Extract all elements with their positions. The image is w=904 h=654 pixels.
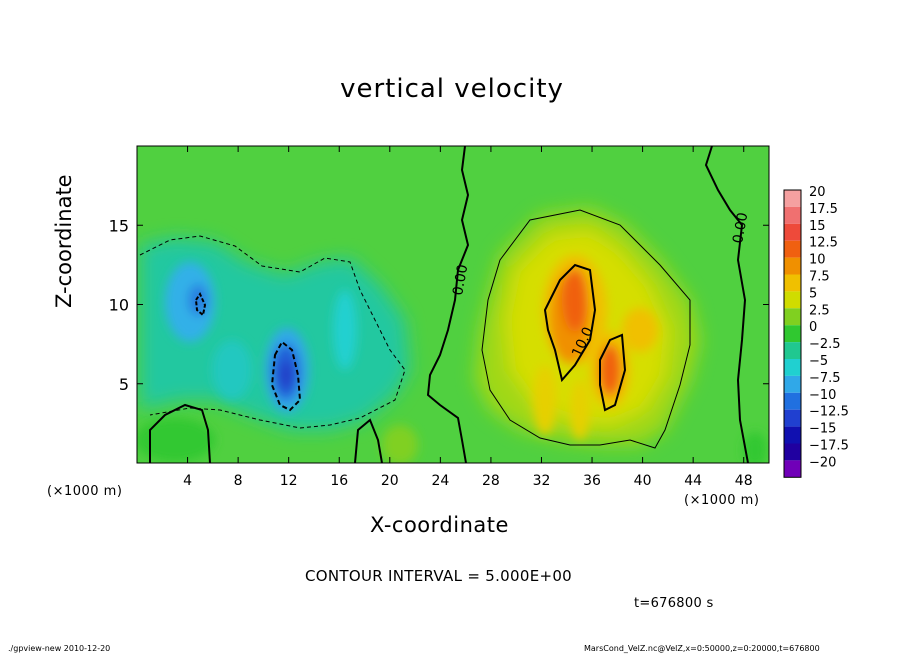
colorbar-swatch [784, 460, 801, 478]
colorbar-label: −17.5 [809, 439, 849, 454]
x-axis: 4 8 12 16 20 24 28 32 36 40 44 48 [183, 146, 753, 489]
colorbar-label: 20 [809, 185, 826, 200]
zero-contour [354, 418, 383, 463]
colorbar-swatch [784, 190, 801, 207]
colorbar-label: −20 [809, 455, 836, 470]
y-tick-label: 15 [109, 216, 129, 235]
colorbar-swatch [784, 375, 801, 393]
colorbar-swatch [784, 359, 801, 376]
five-contour [481, 209, 691, 449]
neg-five-contour [139, 235, 406, 429]
contour-label: 0.00 [450, 263, 471, 296]
x-tick-label: 28 [482, 473, 500, 489]
x-axis-label: X-coordinate [370, 513, 509, 537]
colorbar-swatch [784, 291, 801, 309]
x-tick-label: 44 [684, 473, 702, 489]
x-tick-label: 16 [330, 473, 348, 489]
colorbar-label: 2.5 [809, 303, 830, 318]
colorbar-label: 5 [809, 286, 817, 301]
y-axis: 5 10 15 [109, 216, 769, 394]
colorbar-label: 17.5 [809, 202, 838, 217]
colorbar-label: −7.5 [809, 371, 841, 386]
x-tick-label: 48 [735, 473, 753, 489]
colorbar-swatch [784, 308, 801, 326]
colorbar-frame [783, 189, 802, 478]
colorbar-swatch [784, 409, 801, 427]
velocity-field: 0.00 0.00 10.0 [137, 146, 769, 463]
neg-ten-contour [270, 340, 302, 412]
colorbar-label: −15 [809, 422, 836, 437]
ten-contour [599, 333, 627, 412]
x-tick-label: 12 [280, 473, 298, 489]
x-tick-label: 32 [533, 473, 551, 489]
x-tick-label: 36 [583, 473, 601, 489]
colorbar-swatch [784, 274, 801, 292]
y-tick-label: 5 [119, 375, 129, 394]
colorbar-swatch [784, 342, 801, 359]
contour-interval: CONTOUR INTERVAL = 5.000E+00 [305, 567, 573, 585]
y-axis-label: Z-coordinate [52, 174, 76, 308]
colorbar-swatch [784, 392, 801, 410]
zero-contour [149, 403, 211, 463]
colorbar-swatch [784, 426, 801, 444]
footer-left: ./gpview-new 2010-12-20 [8, 644, 111, 653]
colorbar-swatch [784, 325, 801, 343]
x-tick-label: 20 [381, 473, 399, 489]
colorbar-label: −5 [809, 354, 828, 369]
y-tick-label: 10 [109, 296, 129, 315]
colorbar-label: 10 [809, 253, 826, 268]
x-tick-label: 40 [634, 473, 652, 489]
colorbar-swatch [784, 240, 801, 258]
colorbar-label: −12.5 [809, 405, 849, 420]
colorbar-label: −2.5 [809, 337, 841, 352]
footer-right: MarsCond_VelZ.nc@VelZ,x=0:50000,z=0:2000… [584, 644, 820, 653]
zero-contour [704, 146, 749, 463]
x-tick-label: 8 [234, 473, 243, 489]
neg-ten-contour [194, 291, 207, 317]
ten-contour [543, 263, 597, 383]
colorbar-label: 12.5 [809, 236, 838, 251]
colorbar-swatch [784, 206, 801, 224]
zero-contour [426, 146, 470, 463]
colorbar-swatch [784, 257, 801, 275]
colorbar-label: 7.5 [809, 270, 830, 285]
z-unit-label-right: (×1000 m) [684, 493, 760, 508]
chart-title: vertical velocity [340, 74, 564, 104]
x-unit-label-left: (×1000 m) [47, 484, 123, 499]
colorbar-label: 15 [809, 219, 826, 234]
x-tick-label: 4 [183, 473, 192, 489]
colorbar-swatch [784, 223, 801, 241]
colorbar-swatch [784, 443, 801, 461]
time-label: t=676800 s [634, 596, 714, 611]
contour-label: 0.00 [730, 211, 751, 244]
colorbar-legend: 20 17.5 15 12.5 10 7.55 2.5 0 −2.5 −5 −7.5 −10 −12.5… [783, 185, 849, 478]
colorbar-label: 0 [809, 320, 817, 335]
x-tick-label: 24 [431, 473, 449, 489]
colorbar-label: −10 [809, 388, 836, 403]
